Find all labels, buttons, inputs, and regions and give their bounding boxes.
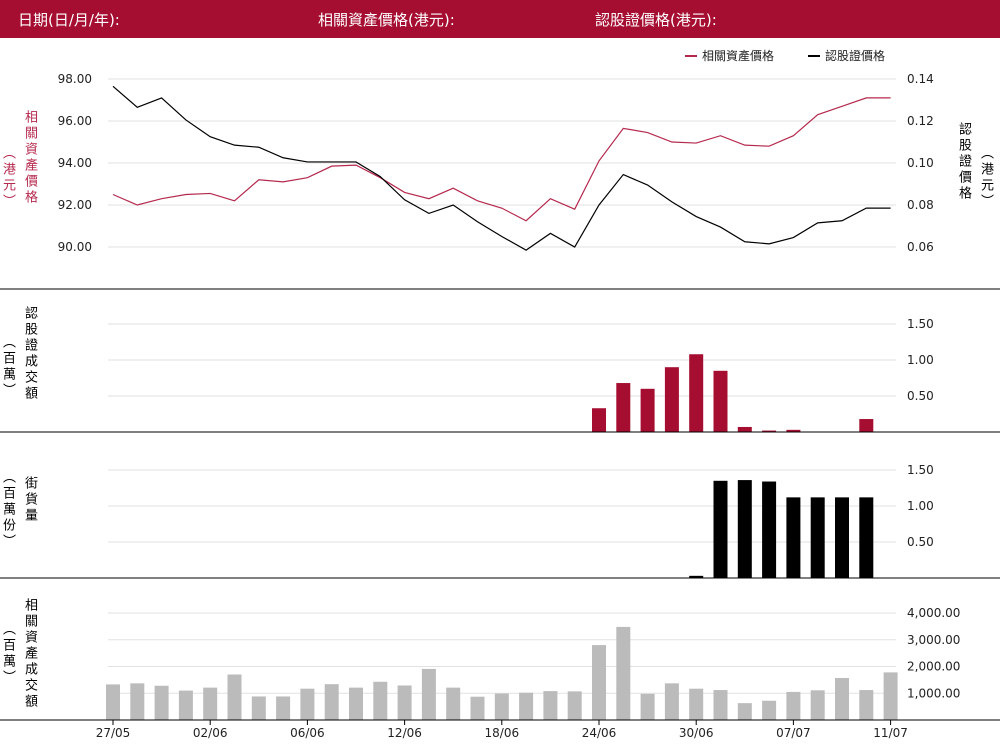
asset-turnover-bar [251,696,266,720]
legend-asset-label: 相關資產價格 [702,48,774,63]
x-tick-label: 30/06 [679,726,714,740]
price-right-axis-label: 認股證價格 [956,122,971,202]
warrant-turnover-bar [640,388,655,432]
asset-turnover-bar [689,688,704,720]
outstanding-bar [762,481,777,578]
outstanding-bar [810,497,825,578]
asset-turnover-tick-label: 3,000.00 [907,633,960,647]
asset-turnover-bar [859,690,874,720]
outstanding-bar [737,480,752,578]
price-left-axis-label: 相關資產價格 [22,110,37,206]
asset-turnover-bar [203,687,218,720]
warrant-turnover-bar [592,408,606,432]
asset-price-line [112,97,891,222]
warrant-turnover-bar [689,354,704,432]
price-left-tick-label: 92.00 [58,198,92,212]
asset-turnover-bar [178,690,193,720]
price-right-tick-label: 0.14 [907,72,934,86]
outstanding-bar [859,497,874,578]
asset-turnover-tick-label: 4,000.00 [907,606,960,620]
warrant-turnover-bar [786,429,801,432]
warrant-turnover-axis-label: 認股證成交額 [22,306,37,402]
asset-turnover-bar [421,668,436,720]
asset-turnover-bar [810,690,825,720]
warrant-turnover-tick-label: 1.00 [907,353,934,367]
asset-turnover-unit-label: （百萬） [0,622,15,686]
asset-turnover-bar [762,700,777,720]
price-right-tick-label: 0.12 [907,114,934,128]
outstanding-bar [786,497,801,578]
asset-price-label: 相關資產價格(港元): [318,11,455,29]
price-right-tick-label: 0.06 [907,240,934,254]
outstanding-tick-label: 0.50 [907,535,934,549]
asset-turnover-bar [713,690,728,720]
price-right-tick-label: 0.08 [907,198,934,212]
x-tick-label: 02/06 [193,726,228,740]
asset-turnover-bar [494,693,509,720]
warrant-turnover-tick-label: 0.50 [907,389,934,403]
x-tick-label: 18/06 [485,726,520,740]
legend-warrant-label: 認股證價格 [825,48,885,63]
date-label: 日期(日/月/年): [18,11,120,29]
asset-turnover-tick-label: 1,000.00 [907,686,960,700]
price-left-unit-label: （港元） [0,146,15,210]
chart-canvas: 90.00 92.00 94.00 96.00 98.00 0.06 0.08 0.10 0.1… [0,48,1000,740]
asset-turnover-bar [883,672,898,720]
x-tick-label: 27/05 [96,726,131,740]
x-tick-label: 07/07 [776,726,811,740]
x-tick-label: 12/06 [387,726,422,740]
outstanding-axis-label: 街貨量 [22,476,37,524]
asset-turnover-bar [567,691,582,720]
outstanding-tick-label: 1.00 [907,499,934,513]
price-right-unit-label: （港元） [978,146,993,210]
asset-turnover-bar [786,691,801,720]
asset-turnover-axis-label: 相關資產成交額 [22,598,37,710]
asset-turnover-bar [106,684,120,720]
asset-turnover-bar [519,692,534,720]
asset-turnover-tick-label: 2,000.00 [907,660,960,674]
asset-turnover-bar [616,626,631,720]
price-left-tick-label: 98.00 [58,72,92,86]
warrant-turnover-bar [616,383,631,432]
asset-turnover-bar [835,678,849,720]
warrant-turnover-bar [713,370,728,432]
outstanding-unit-label: （百萬份） [0,470,15,550]
warrant-price-line [112,85,891,251]
header-bar: 日期(日/月/年): 相關資產價格(港元): 認股證價格(港元): [0,0,1000,38]
asset-turnover-bar [470,696,485,720]
outstanding-bar [713,480,728,578]
asset-turnover-bar [664,683,679,720]
asset-turnover-bar [130,683,145,720]
asset-turnover-bar [397,685,412,720]
warrant-turnover-bar [859,419,874,432]
asset-turnover-bar [446,687,461,720]
warrant-turnover-unit-label: （百萬） [0,335,15,399]
price-right-tick-label: 0.10 [907,156,934,170]
asset-turnover-bar [300,688,315,720]
outstanding-bar [689,575,704,578]
warrant-turnover-bar [664,367,679,432]
x-tick-label: 06/06 [290,726,325,740]
warrant-turnover-bar [762,430,777,432]
asset-turnover-bar [543,691,558,720]
asset-turnover-bar [373,681,388,720]
price-left-tick-label: 96.00 [58,114,92,128]
x-tick-label: 24/06 [582,726,617,740]
price-left-tick-label: 94.00 [58,156,92,170]
asset-turnover-bar [592,645,606,720]
asset-turnover-bar [154,685,169,720]
price-left-tick-label: 90.00 [58,240,92,254]
asset-turnover-bar [227,674,242,720]
asset-turnover-bar [640,693,655,720]
outstanding-bar [835,497,849,578]
x-tick-label: 11/07 [873,726,908,740]
asset-turnover-bar [349,687,363,720]
asset-turnover-bar [737,703,752,720]
asset-turnover-bar [276,696,291,720]
warrant-price-label: 認股證價格(港元): [595,11,717,29]
outstanding-tick-label: 1.50 [907,463,934,477]
warrant-turnover-tick-label: 1.50 [907,317,934,331]
asset-turnover-bar [324,684,339,720]
warrant-turnover-bar [737,426,752,432]
